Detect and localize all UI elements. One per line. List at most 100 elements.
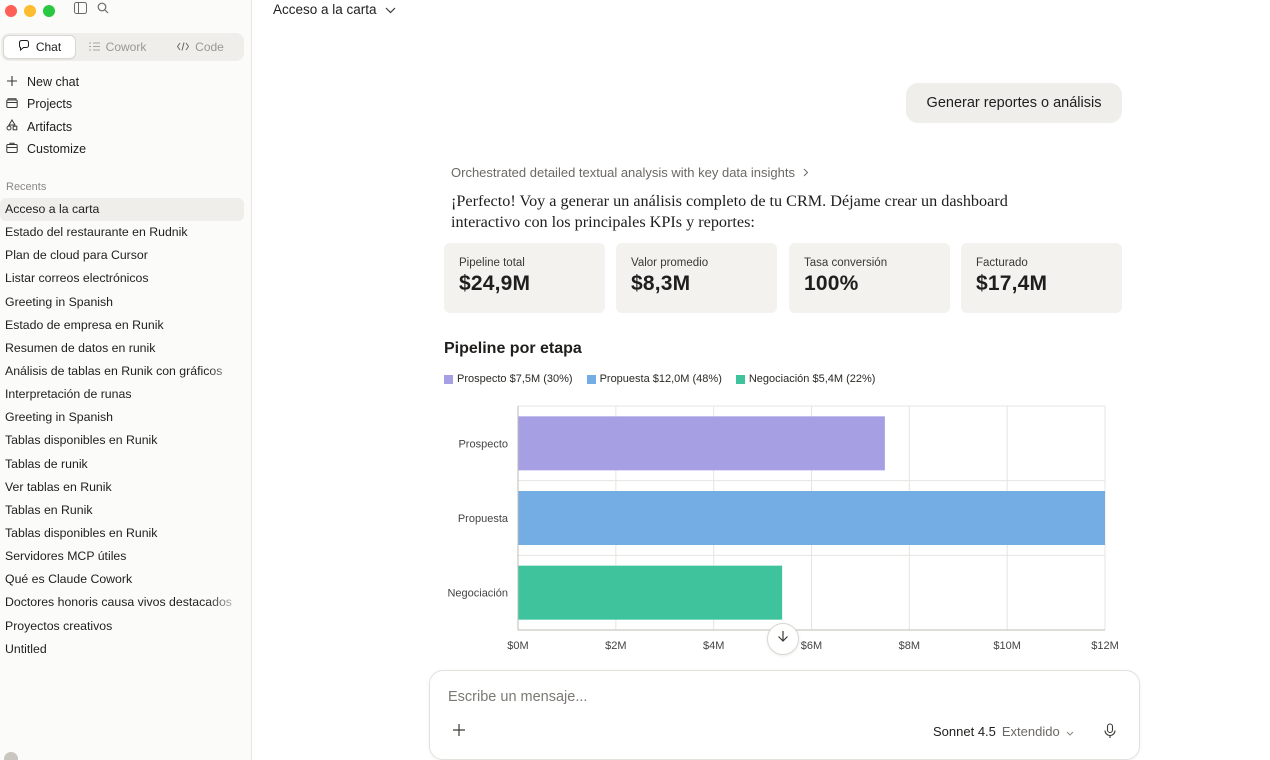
- window-controls: [5, 5, 55, 17]
- kpi-value: $24,9M: [459, 272, 531, 295]
- x-tick-label: $8M: [899, 640, 920, 652]
- chevron-down-icon: [1066, 724, 1074, 739]
- legend-swatch: [444, 374, 453, 384]
- recent-chat-item[interactable]: Greeting in Spanish: [5, 294, 114, 309]
- recent-chat-item[interactable]: Estado del restaurante en Rudnik: [5, 225, 188, 240]
- chart-legend: Prospecto $7,5M (30%) Propuesta $12,0M (…: [444, 373, 875, 385]
- message-input[interactable]: [448, 689, 1108, 705]
- recent-chat-item[interactable]: Interpretación de runas: [5, 387, 132, 402]
- recent-chat-item[interactable]: Proyectos creativos: [5, 618, 113, 633]
- recent-chat-item[interactable]: Resumen de datos en runik: [5, 340, 156, 355]
- plus-icon: [6, 75, 18, 90]
- recent-chat-item[interactable]: Listar correos electrónicos: [5, 271, 149, 286]
- recent-chat-item[interactable]: Tablas de runik: [5, 456, 88, 471]
- recent-chat-item[interactable]: Tablas en Runik: [5, 502, 93, 517]
- legend-label: Prospecto $7,5M (30%): [457, 373, 573, 385]
- assistant-response-text: ¡Perfecto! Voy a generar un análisis com…: [451, 192, 1008, 231]
- legend-label: Propuesta $12,0M (48%): [599, 373, 722, 385]
- customize-icon: [6, 142, 18, 157]
- legend-item-propuesta[interactable]: Propuesta $12,0M (48%): [586, 373, 722, 385]
- model-mode: Extendido: [1001, 724, 1060, 739]
- bar-propuesta: [518, 491, 1105, 545]
- model-selector[interactable]: Sonnet 4.5 Extendido: [933, 724, 1074, 739]
- x-tick-label: $4M: [703, 640, 724, 652]
- recents-list: Acceso a la carta Estado del restaurante …: [0, 198, 244, 661]
- kpi-value: 100%: [804, 272, 859, 295]
- user-message: Generar reportes o análisis: [906, 83, 1122, 123]
- bar-negociación: [518, 565, 783, 620]
- recents-heading: Recents: [6, 181, 47, 193]
- avatar: [4, 752, 18, 760]
- microphone-button[interactable]: [1103, 723, 1117, 744]
- arrow-down-icon: [777, 630, 789, 648]
- x-tick-label: $6M: [801, 640, 822, 652]
- recent-chat-item[interactable]: Qué es Claude Cowork: [5, 572, 133, 587]
- kpi-card-conversion-rate: Tasa conversión 100%: [789, 243, 950, 313]
- kpi-card-billed: Facturado $17,4M: [961, 243, 1122, 313]
- add-attachment-button[interactable]: [452, 723, 466, 742]
- legend-item-negociacion[interactable]: Negociación $5,4M (22%): [735, 373, 876, 385]
- model-name: Sonnet 4.5: [933, 724, 996, 739]
- sidebar-item-projects[interactable]: Projects: [6, 93, 244, 115]
- tab-code-label: Code: [195, 40, 224, 54]
- recent-chat-item[interactable]: Acceso a la carta: [0, 198, 244, 222]
- kpi-value: $8,3M: [631, 272, 691, 295]
- zoom-window-button[interactable]: [43, 5, 55, 17]
- sidebar: Chat Cowork Code New chat Projects Artif…: [0, 0, 252, 760]
- recent-chat-item[interactable]: Análisis de tablas en Runik con gráficos: [5, 363, 223, 378]
- tab-chat[interactable]: Chat: [3, 35, 76, 59]
- recent-chat-item[interactable]: Greeting in Spanish: [5, 410, 114, 425]
- mode-tabs: Chat Cowork Code: [1, 33, 244, 61]
- folder-icon: [6, 97, 18, 112]
- legend-swatch: [586, 374, 596, 384]
- kpi-value: $17,4M: [976, 272, 1048, 295]
- microphone-icon: [1104, 723, 1116, 738]
- sidebar-item-customize[interactable]: Customize: [6, 138, 244, 160]
- x-tick-label: $2M: [605, 640, 626, 652]
- recent-chat-item[interactable]: Ver tablas en Runik: [5, 479, 112, 494]
- projects-label: Projects: [27, 97, 73, 112]
- kpi-label: Pipeline total: [459, 257, 525, 269]
- close-window-button[interactable]: [5, 5, 17, 17]
- recent-chat-item[interactable]: Plan de cloud para Cursor: [5, 248, 148, 263]
- legend-item-prospecto[interactable]: Prospecto $7,5M (30%): [444, 373, 573, 385]
- new-chat-button[interactable]: New chat: [6, 71, 244, 93]
- thinking-summary-toggle[interactable]: Orchestrated detailed textual analysis w…: [451, 165, 809, 180]
- chevron-down-icon: [385, 2, 396, 17]
- legend-label: Negociación $5,4M (22%): [748, 373, 876, 385]
- kpi-label: Tasa conversión: [804, 257, 888, 269]
- user-profile[interactable]: [4, 752, 244, 760]
- plus-icon: [453, 724, 465, 736]
- bar-prospecto: [518, 416, 885, 471]
- recent-chat-item[interactable]: Estado de empresa en Runik: [5, 317, 164, 332]
- scroll-to-bottom-button[interactable]: [767, 623, 799, 655]
- tab-code[interactable]: Code: [159, 35, 242, 59]
- x-tick-label: $12M: [1091, 640, 1119, 652]
- sidebar-toggle-icon[interactable]: [74, 2, 87, 14]
- cowork-icon: [88, 40, 100, 54]
- legend-swatch: [735, 374, 745, 384]
- new-chat-label: New chat: [27, 75, 80, 90]
- chat-bubble-icon: [18, 40, 30, 54]
- recent-chat-item[interactable]: Untitled: [5, 641, 47, 656]
- recent-chat-item[interactable]: Servidores MCP útiles: [5, 549, 127, 564]
- recent-chat-item[interactable]: Tablas disponibles en Runik: [5, 433, 158, 448]
- y-tick-label: Propuesta: [458, 513, 509, 525]
- tab-chat-label: Chat: [35, 40, 62, 54]
- search-icon[interactable]: [97, 2, 109, 14]
- thinking-summary-text: Orchestrated detailed textual analysis w…: [451, 165, 795, 180]
- minimize-window-button[interactable]: [24, 5, 36, 17]
- code-icon: [177, 40, 190, 54]
- customize-label: Customize: [27, 142, 87, 157]
- chevron-right-icon: [803, 165, 809, 180]
- recent-chat-item[interactable]: Tablas disponibles en Runik: [5, 525, 158, 540]
- chat-title-dropdown[interactable]: Acceso a la carta: [273, 0, 396, 18]
- sidebar-item-artifacts[interactable]: Artifacts: [6, 116, 244, 138]
- x-tick-label: $0M: [507, 640, 528, 652]
- kpi-card-average-value: Valor promedio $8,3M: [616, 243, 777, 313]
- artifacts-label: Artifacts: [27, 119, 73, 134]
- artifacts-icon: [6, 119, 18, 134]
- sidebar-nav: New chat Projects Artifacts Customize: [6, 71, 244, 160]
- tab-cowork[interactable]: Cowork: [76, 35, 159, 59]
- recent-chat-item[interactable]: Doctores honoris causa vivos destacados: [5, 595, 232, 610]
